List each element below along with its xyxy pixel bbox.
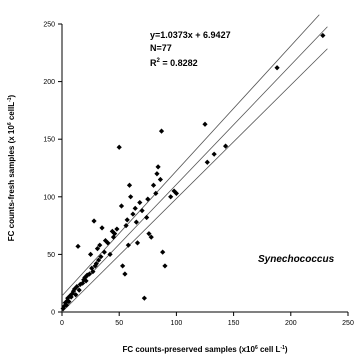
data-point <box>173 190 179 196</box>
data-point <box>128 194 134 200</box>
regression-line <box>61 26 328 305</box>
r-squared-sup: 2 <box>157 58 161 64</box>
r-squared: R2 = 0.8282 <box>150 58 198 68</box>
x-tick-label: 150 <box>228 320 240 327</box>
upper-confidence-line <box>61 14 320 297</box>
data-point <box>88 251 94 257</box>
data-point <box>211 151 217 157</box>
data-point <box>99 225 105 231</box>
y-axis-ticks: 0 50 100 150 200 250 <box>43 22 62 317</box>
data-point <box>222 143 229 149</box>
data-point <box>155 164 161 170</box>
data-point <box>109 228 115 234</box>
data-point <box>116 144 122 150</box>
data-point <box>162 263 168 269</box>
data-point <box>144 214 150 221</box>
data-point <box>118 203 125 209</box>
r-squared-value: = 0.8282 <box>160 58 198 68</box>
x-axis-label: FC counts-preserved samples (x106 cell L… <box>122 345 287 354</box>
data-point <box>141 295 147 301</box>
data-point <box>76 287 82 293</box>
data-point <box>94 246 101 252</box>
species-label: Synechococcus <box>258 254 335 265</box>
x-axis-ticks: 0 50 100 150 200 250 <box>60 312 354 327</box>
data-point <box>204 159 210 165</box>
data-point <box>105 240 111 246</box>
data-point <box>150 182 157 188</box>
x-tick-label: 200 <box>285 320 297 327</box>
data-point <box>86 271 93 277</box>
y-tick-label: 50 <box>47 252 55 259</box>
y-tick-label: 0 <box>51 310 55 317</box>
data-point <box>83 278 89 284</box>
x-tick-label: 100 <box>171 320 183 327</box>
data-point <box>91 218 97 224</box>
x-tick-label: 250 <box>342 320 354 327</box>
data-point <box>157 176 163 183</box>
data-point <box>79 280 86 286</box>
data-point <box>84 272 90 278</box>
x-tick-label: 50 <box>115 320 123 327</box>
data-point <box>320 32 326 39</box>
data-point <box>133 219 139 225</box>
lower-confidence-line <box>61 48 328 313</box>
data-point <box>130 211 136 217</box>
data-point <box>146 231 152 237</box>
data-points <box>60 32 326 312</box>
data-point <box>148 234 154 240</box>
data-point <box>126 182 133 188</box>
data-point <box>145 196 151 202</box>
data-point <box>74 284 80 290</box>
y-axis-label: FC counts-fresh samples (x 106 cellL-1) <box>7 94 16 241</box>
data-point <box>137 199 143 206</box>
regression-lines <box>61 14 328 313</box>
data-point <box>122 271 128 277</box>
y-tick-label: 100 <box>43 194 55 201</box>
data-point <box>63 302 70 308</box>
r-squared-prefix: R <box>150 58 157 68</box>
data-point <box>274 65 280 71</box>
sample-count: N=77 <box>150 43 172 53</box>
data-point <box>98 254 104 260</box>
data-point <box>75 243 81 249</box>
data-point <box>101 249 107 255</box>
data-point <box>65 295 71 301</box>
data-point <box>139 208 145 214</box>
data-point <box>73 292 79 298</box>
data-point <box>71 286 78 292</box>
data-point <box>160 249 166 255</box>
y-tick-label: 200 <box>43 79 55 86</box>
data-point <box>93 261 99 267</box>
data-point <box>96 257 102 263</box>
data-point <box>202 121 208 127</box>
data-point <box>77 281 83 287</box>
data-point <box>125 242 131 248</box>
x-tick-label: 0 <box>60 320 64 327</box>
data-point <box>158 128 165 134</box>
data-point <box>97 242 103 248</box>
y-tick-label: 150 <box>43 137 55 144</box>
data-point <box>114 226 120 232</box>
data-point <box>168 194 174 200</box>
data-point <box>124 217 130 223</box>
data-point <box>107 251 113 257</box>
data-point <box>90 269 96 275</box>
regression-equation: y=1.0373x + 6.9427 <box>150 30 231 40</box>
data-point <box>134 240 141 246</box>
data-point <box>112 231 118 237</box>
y-tick-label: 250 <box>43 22 55 29</box>
data-point <box>153 190 159 196</box>
data-point <box>92 263 98 269</box>
data-point <box>154 171 160 177</box>
data-point <box>120 263 126 269</box>
data-point <box>123 223 129 229</box>
data-point <box>66 299 72 305</box>
data-point <box>132 205 138 211</box>
data-point <box>70 288 77 294</box>
